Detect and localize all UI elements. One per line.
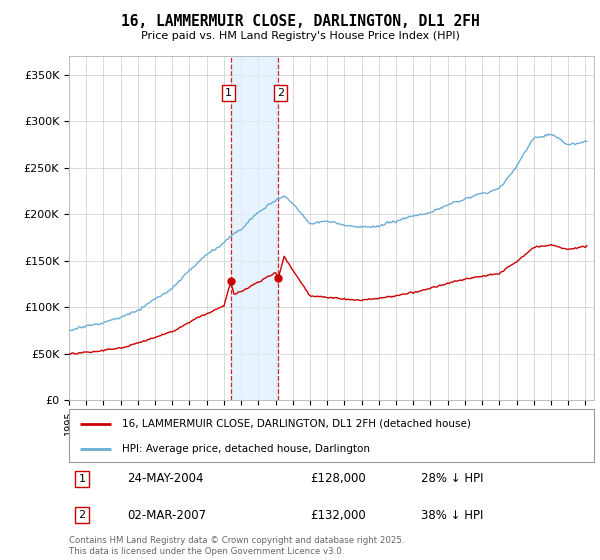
Text: Price paid vs. HM Land Registry's House Price Index (HPI): Price paid vs. HM Land Registry's House … [140,31,460,41]
Text: 24-MAY-2004: 24-MAY-2004 [127,473,203,486]
Text: HPI: Average price, detached house, Darlington: HPI: Average price, detached house, Darl… [121,444,370,454]
Text: 28% ↓ HPI: 28% ↓ HPI [421,473,483,486]
Text: 1: 1 [225,88,232,98]
Text: 38% ↓ HPI: 38% ↓ HPI [421,508,483,521]
Text: 02-MAR-2007: 02-MAR-2007 [127,508,206,521]
Text: Contains HM Land Registry data © Crown copyright and database right 2025.
This d: Contains HM Land Registry data © Crown c… [69,536,404,556]
Bar [230,56,278,400]
Text: 16, LAMMERMUIR CLOSE, DARLINGTON, DL1 2FH: 16, LAMMERMUIR CLOSE, DARLINGTON, DL1 2F… [121,14,479,29]
Text: 16, LAMMERMUIR CLOSE, DARLINGTON, DL1 2FH (detached house): 16, LAMMERMUIR CLOSE, DARLINGTON, DL1 2F… [121,419,470,429]
FancyBboxPatch shape [69,409,594,462]
Text: 2: 2 [79,510,86,520]
Text: 1: 1 [79,474,86,484]
Text: 2: 2 [277,88,284,98]
Text: £128,000: £128,000 [311,473,366,486]
Text: £132,000: £132,000 [311,508,366,521]
